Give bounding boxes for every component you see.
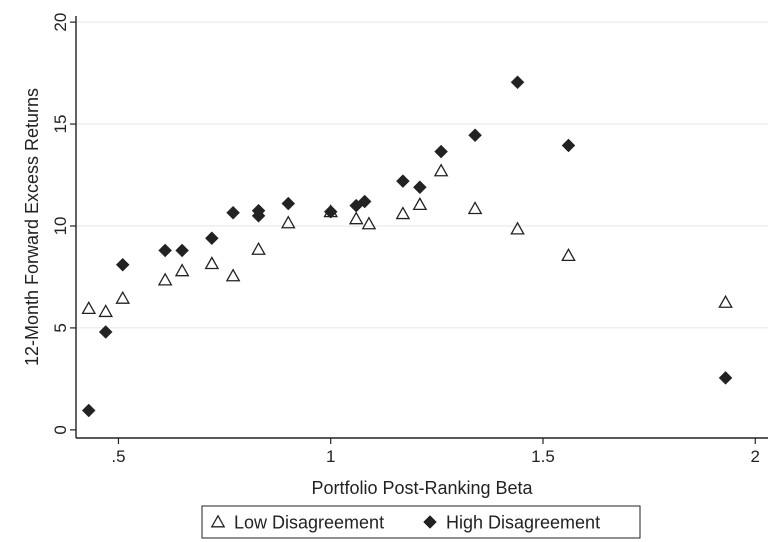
high-disagreement-point bbox=[204, 231, 219, 246]
legend: Low Disagreement High Disagreement bbox=[201, 505, 641, 539]
y-tick-label: 10 bbox=[51, 217, 70, 236]
low-disagreement-point bbox=[280, 215, 296, 229]
high-disagreement-point bbox=[468, 128, 482, 143]
gridlines bbox=[76, 21, 768, 329]
high-disagreement-point bbox=[81, 403, 96, 418]
low-disagreement-point bbox=[718, 294, 733, 308]
legend-label: High Disagreement bbox=[446, 512, 600, 532]
high-disagreement-point bbox=[226, 205, 240, 220]
high-disagreement-point bbox=[413, 180, 427, 195]
tick-marks: 0 5 10 15 20 .5 1 1.5 2 bbox=[51, 13, 760, 466]
low-disagreement-point bbox=[561, 248, 576, 262]
y-tick-label: 0 bbox=[51, 425, 70, 434]
low-disagreement-point bbox=[412, 197, 428, 211]
high-disagreement-point bbox=[175, 243, 189, 258]
x-tick-label: 2 bbox=[751, 447, 760, 466]
low-disagreement-point bbox=[98, 304, 114, 318]
legend-box bbox=[201, 505, 641, 539]
high-disagreement-point bbox=[158, 243, 173, 258]
x-tick-label: 1 bbox=[326, 447, 335, 466]
low-disagreement-point bbox=[225, 268, 241, 282]
low-disagreement-point bbox=[348, 211, 364, 225]
high-disagreement-point bbox=[510, 75, 525, 90]
x-axis-title: Portfolio Post-Ranking Beta bbox=[311, 478, 533, 498]
high-disagreement-point bbox=[98, 325, 113, 339]
high-disagreement-point bbox=[396, 174, 410, 188]
low-disagreement-point bbox=[395, 206, 411, 220]
high-disagreement-point bbox=[718, 371, 733, 385]
high-disagreement-point bbox=[251, 203, 266, 218]
low-disagreement-point bbox=[251, 241, 266, 255]
low-disagreement-point bbox=[510, 221, 525, 235]
low-disagreement-point bbox=[467, 201, 483, 215]
data-points bbox=[81, 75, 733, 418]
y-tick-label: 15 bbox=[51, 115, 70, 134]
low-disagreement-point bbox=[174, 263, 190, 277]
high-disagreement-point bbox=[323, 204, 338, 219]
y-tick-label: 20 bbox=[51, 13, 70, 32]
high-disagreement-point bbox=[281, 196, 296, 211]
low-disagreement-point bbox=[433, 163, 449, 177]
high-disagreement-point bbox=[357, 194, 372, 209]
low-disagreement-point bbox=[81, 301, 97, 315]
low-disagreement-point bbox=[361, 216, 377, 230]
high-disagreement-point bbox=[561, 138, 576, 153]
low-disagreement-point bbox=[115, 290, 131, 304]
x-tick-label: 1.5 bbox=[531, 447, 555, 466]
x-tick-label: .5 bbox=[111, 447, 125, 466]
high-disagreement-point bbox=[115, 257, 130, 272]
legend-triangle-icon bbox=[210, 514, 226, 528]
high-disagreement-point bbox=[434, 144, 448, 159]
axes bbox=[75, 16, 768, 439]
y-tick-label: 5 bbox=[51, 323, 70, 332]
legend-diamond-icon bbox=[423, 515, 437, 529]
y-axis-title: 12-Month Forward Excess Returns bbox=[22, 88, 42, 366]
low-disagreement-point bbox=[157, 272, 173, 286]
low-disagreement-point bbox=[204, 256, 220, 270]
legend-label: Low Disagreement bbox=[234, 512, 384, 532]
